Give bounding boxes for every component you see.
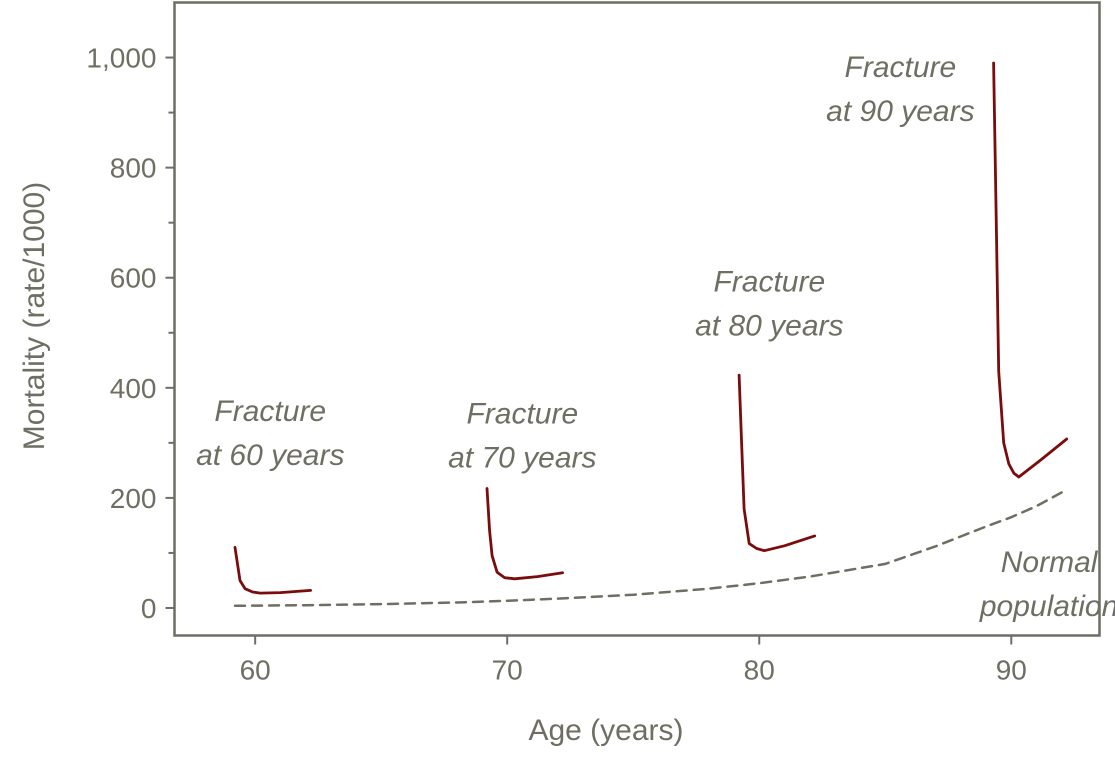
- x-tick-label: 90: [996, 655, 1027, 686]
- annotations-layer: Fracture at 60 years Fracture at 70 years Fr…: [196, 51, 1115, 623]
- y-axis-ticks: 0 200 400 600 800 1,000: [86, 43, 175, 624]
- annotation-label: Normal: [1001, 546, 1099, 579]
- annotation-label: at 80 years: [695, 309, 843, 342]
- y-tick-label: 600: [110, 263, 157, 294]
- fracture-curve-line: [485, 487, 564, 581]
- normal-population-line: [233, 491, 1063, 608]
- y-tick-label: 0: [141, 593, 157, 624]
- annotation-label: at 90 years: [826, 95, 974, 128]
- fracture-curve-line: [737, 373, 817, 553]
- series-layer: [233, 61, 1069, 608]
- x-tick-label: 60: [240, 655, 271, 686]
- y-tick-label: 200: [110, 483, 157, 514]
- annotation-label: population: [979, 590, 1115, 623]
- y-tick-label: 400: [110, 373, 157, 404]
- x-tick-label: 80: [744, 655, 775, 686]
- fracture-curve-line: [233, 546, 313, 595]
- x-axis-ticks: 60 70 80 90: [240, 635, 1027, 686]
- fracture-curve-line: [992, 61, 1069, 479]
- y-tick-label: 1,000: [86, 43, 156, 74]
- x-tick-label: 70: [492, 655, 523, 686]
- annotation-label: Fracture: [466, 398, 578, 431]
- annotation-label: Fracture: [845, 51, 957, 84]
- annotation-label: Fracture: [214, 395, 326, 428]
- y-tick-label: 800: [110, 153, 157, 184]
- annotation-label: Fracture: [713, 265, 825, 298]
- x-axis-title: Age (years): [528, 714, 683, 747]
- annotation-label: at 60 years: [196, 439, 344, 472]
- y-axis-title: Mortality (rate/1000): [18, 182, 51, 450]
- plot-frame: [173, 1, 1101, 637]
- annotation-label: at 70 years: [448, 442, 596, 475]
